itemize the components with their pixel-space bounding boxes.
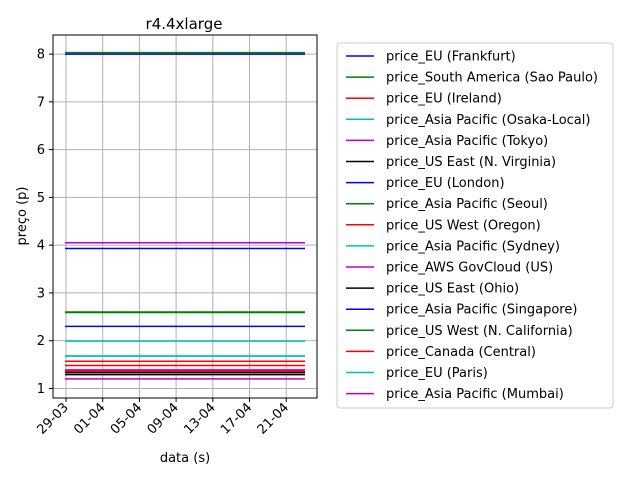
x-tick-label: 13-04 (181, 400, 218, 437)
y-tick-label: 4 (37, 239, 45, 254)
x-axis-label: data (s) (160, 451, 210, 466)
y-tick-label: 6 (37, 143, 45, 158)
plot-frame (52, 34, 318, 399)
x-tick-label: 29-03 (35, 400, 72, 437)
legend-label: price_Asia Pacific (Singapore) (386, 303, 577, 318)
legend-label: price_US East (Ohio) (386, 282, 519, 297)
legend-label: price_Asia Pacific (Osaka-Local) (386, 113, 590, 128)
y-axis-label: preço (p) (15, 187, 30, 246)
legend-label: price_EU (Ireland) (386, 92, 502, 107)
x-tick-label: 17-04 (218, 400, 255, 437)
legend-label: price_Asia Pacific (Tokyo) (386, 134, 548, 149)
legend-label: price_EU (London) (386, 176, 505, 191)
x-tick-label: 01-04 (71, 400, 108, 437)
y-axis: 1 2 3 4 5 6 7 8 (37, 48, 53, 397)
legend-label: price_South America (Sao Paulo) (386, 71, 598, 86)
legend: price_EU (Frankfurt) price_South America … (346, 50, 598, 402)
legend-box (336, 42, 614, 409)
legend-label: price_US West (Oregon) (386, 218, 541, 233)
y-tick-label: 5 (37, 191, 45, 206)
y-tick-label: 8 (37, 48, 45, 63)
x-tick-label: 21-04 (255, 400, 292, 437)
legend-label: price_AWS GovCloud (US) (386, 261, 553, 276)
legend-label: price_Asia Pacific (Seoul) (386, 197, 548, 212)
x-tick-label: 09-04 (145, 400, 182, 437)
y-tick-label: 3 (37, 286, 45, 301)
legend-label: price_EU (Paris) (386, 366, 488, 381)
chart-title: r4.4xlarge (146, 15, 223, 33)
legend-label: price_EU (Frankfurt) (386, 50, 516, 65)
y-tick-label: 7 (37, 95, 45, 110)
legend-label: price_Asia Pacific (Sydney) (386, 239, 560, 254)
x-axis: 29-03 01-04 05-04 09-04 13-04 17-04 21-04 (35, 398, 292, 438)
y-tick-label: 2 (37, 334, 45, 349)
legend-label: price_US West (N. California) (386, 324, 573, 339)
y-tick-label: 1 (37, 382, 45, 397)
grid-lines (53, 35, 317, 398)
x-tick-label: 05-04 (108, 400, 145, 437)
legend-label: price_Canada (Central) (386, 345, 536, 360)
legend-label: price_US East (N. Virginia) (386, 155, 556, 170)
legend-label: price_Asia Pacific (Mumbai) (386, 387, 564, 402)
series-lines (65, 51, 305, 380)
